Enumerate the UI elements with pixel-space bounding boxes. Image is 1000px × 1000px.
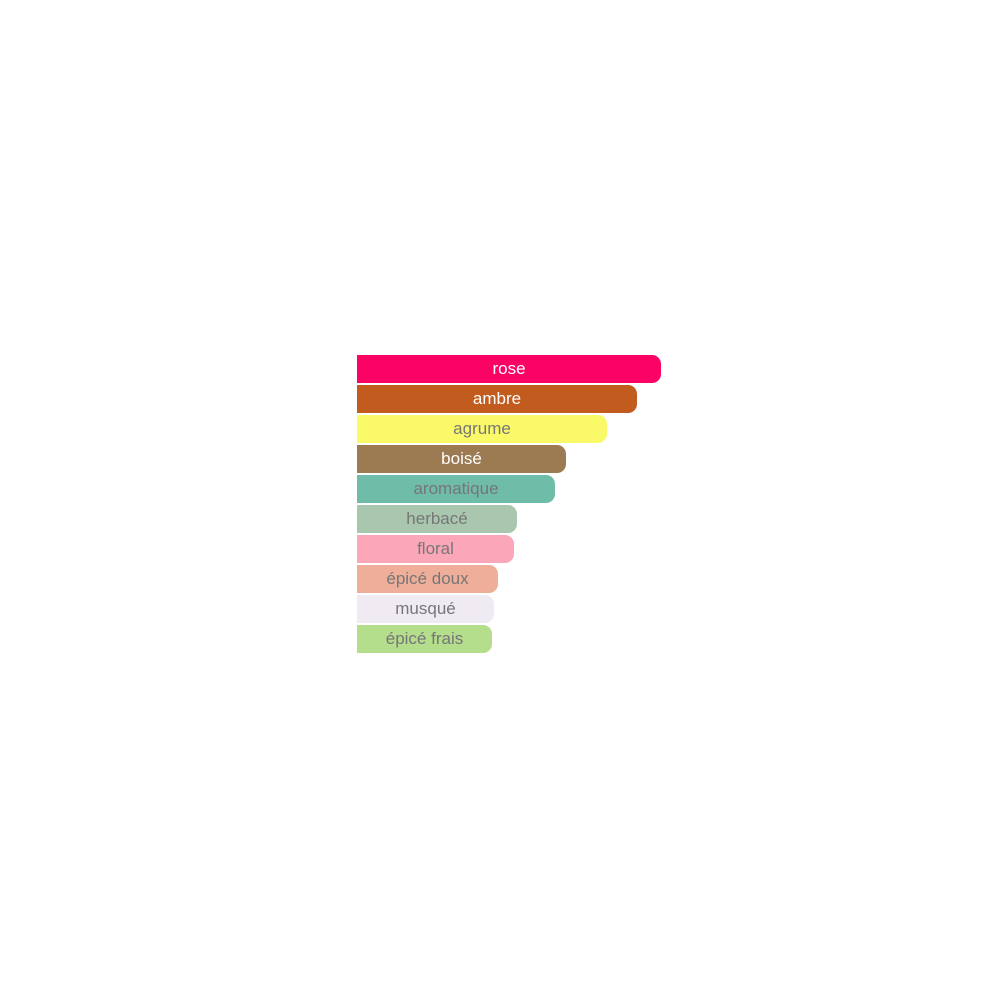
accord-label: floral xyxy=(417,539,454,558)
accord-bar: aromatique xyxy=(357,475,555,503)
accords-chart: rose ambre agrume boisé aromatique herbacé flo… xyxy=(357,355,661,655)
accord-label: boisé xyxy=(441,449,482,468)
accord-bar: ambre xyxy=(357,385,637,413)
accord-label: épicé doux xyxy=(386,569,469,588)
accord-bar: boisé xyxy=(357,445,566,473)
accord-bar: épicé frais xyxy=(357,625,492,653)
accord-label: aromatique xyxy=(413,479,499,498)
accord-label: agrume xyxy=(453,419,511,438)
accord-label: rose xyxy=(492,359,526,378)
accord-bar: musqué xyxy=(357,595,494,623)
accord-label: herbacé xyxy=(406,509,468,528)
accord-bar: épicé doux xyxy=(357,565,498,593)
accord-bar: floral xyxy=(357,535,514,563)
accord-label: ambre xyxy=(472,389,522,408)
accord-label: épicé frais xyxy=(385,629,464,648)
accord-bar: agrume xyxy=(357,415,607,443)
accord-bar: rose xyxy=(357,355,661,383)
accord-bar: herbacé xyxy=(357,505,517,533)
accord-label: musqué xyxy=(395,599,456,618)
